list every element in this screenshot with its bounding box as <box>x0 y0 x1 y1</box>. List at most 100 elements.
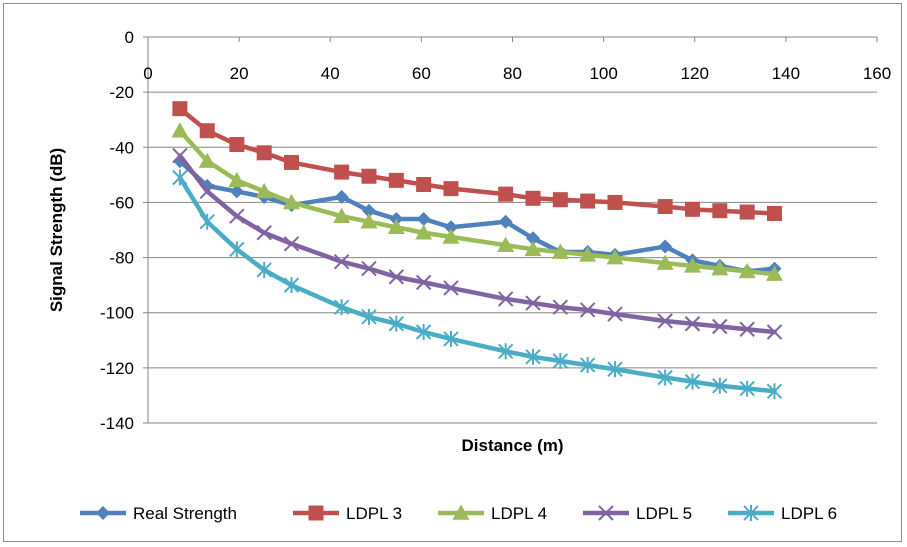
data-point <box>497 236 515 252</box>
legend-item-ldpl-6: LDPL 6 <box>728 504 837 523</box>
series-lines <box>171 101 783 400</box>
data-point <box>256 225 272 241</box>
data-point <box>684 201 700 217</box>
data-point <box>229 184 244 199</box>
x-tick-label: 40 <box>321 64 340 83</box>
data-point <box>525 295 541 311</box>
data-point <box>256 145 272 161</box>
gridlines <box>148 91 877 424</box>
data-point <box>766 205 782 221</box>
data-point <box>333 299 350 316</box>
data-point <box>657 369 673 386</box>
y-tick-label: -140 <box>100 414 134 433</box>
data-point <box>766 324 783 340</box>
data-point <box>416 211 431 226</box>
data-point <box>711 260 729 276</box>
legend-marker <box>96 506 110 520</box>
data-point <box>198 152 216 168</box>
data-point <box>360 213 378 229</box>
x-tick-label: 100 <box>589 64 617 83</box>
legend-marker <box>743 505 759 521</box>
data-point <box>361 168 377 184</box>
data-point <box>657 313 673 329</box>
legend-label: LDPL 4 <box>491 504 547 523</box>
legend-item-real-strength: Real Strength <box>80 504 237 523</box>
data-point <box>579 302 596 318</box>
y-tick-label: -60 <box>109 193 134 212</box>
legend-label: Real Strength <box>133 504 237 523</box>
data-point <box>415 274 432 291</box>
data-point <box>552 299 569 315</box>
data-point <box>552 192 568 208</box>
x-tick-label: 160 <box>863 64 891 83</box>
data-point <box>172 169 188 186</box>
data-point <box>442 228 460 244</box>
axes <box>143 36 878 424</box>
legend-marker <box>452 504 470 520</box>
data-point <box>229 137 245 153</box>
data-point <box>361 260 377 277</box>
data-point <box>525 190 541 206</box>
data-point <box>606 249 624 265</box>
data-point <box>283 236 300 252</box>
data-point <box>766 383 783 400</box>
legend-item-ldpl-4: LDPL 4 <box>438 504 547 523</box>
data-point <box>656 254 674 270</box>
legend-marker <box>598 505 614 521</box>
x-tick-label: 140 <box>772 64 800 83</box>
data-point <box>739 321 755 337</box>
data-point <box>255 182 273 199</box>
y-tick-label: -100 <box>100 304 134 323</box>
y-tick-label: -120 <box>100 359 134 378</box>
data-point <box>333 254 350 270</box>
data-point <box>283 193 301 210</box>
y-axis-title: Signal Strength (dB) <box>47 148 66 312</box>
data-point <box>526 231 541 246</box>
data-point <box>525 348 541 365</box>
data-point <box>738 262 756 279</box>
data-point <box>199 183 215 200</box>
data-point <box>497 291 514 307</box>
x-axis-title: Distance (m) <box>461 436 563 455</box>
data-point <box>415 224 433 240</box>
data-point <box>739 204 755 220</box>
data-point <box>712 318 728 335</box>
data-point <box>657 199 673 215</box>
data-point <box>552 352 569 369</box>
series-line <box>177 153 777 335</box>
y-tick-label: -40 <box>109 138 134 157</box>
legend-label: LDPL 5 <box>636 504 692 523</box>
data-point <box>387 218 405 235</box>
data-point <box>172 101 188 117</box>
data-point <box>388 315 405 332</box>
data-point <box>765 265 783 281</box>
data-point <box>172 147 188 164</box>
data-point <box>607 361 623 378</box>
data-point <box>580 193 596 209</box>
data-point <box>579 357 596 374</box>
series-ldpl-4 <box>171 122 783 281</box>
y-tick-label: 0 <box>125 28 134 47</box>
data-point <box>607 194 623 210</box>
data-point <box>443 181 459 197</box>
series-line <box>177 175 777 394</box>
data-point <box>388 269 405 285</box>
data-point <box>739 380 755 397</box>
data-point <box>712 203 728 219</box>
data-point <box>284 154 300 170</box>
x-tick-label: 80 <box>503 64 522 83</box>
data-point <box>415 324 432 341</box>
data-point <box>579 246 597 262</box>
data-point <box>683 257 701 273</box>
data-point <box>551 243 569 259</box>
data-point <box>497 343 514 360</box>
data-point <box>498 214 513 229</box>
data-point <box>524 240 542 257</box>
data-point <box>361 308 377 325</box>
data-point <box>229 208 245 224</box>
series-ldpl-5 <box>172 147 783 340</box>
data-point <box>712 377 728 394</box>
data-point <box>171 122 189 138</box>
y-tick-label: -20 <box>109 83 134 102</box>
x-tick-label: 60 <box>412 64 431 83</box>
